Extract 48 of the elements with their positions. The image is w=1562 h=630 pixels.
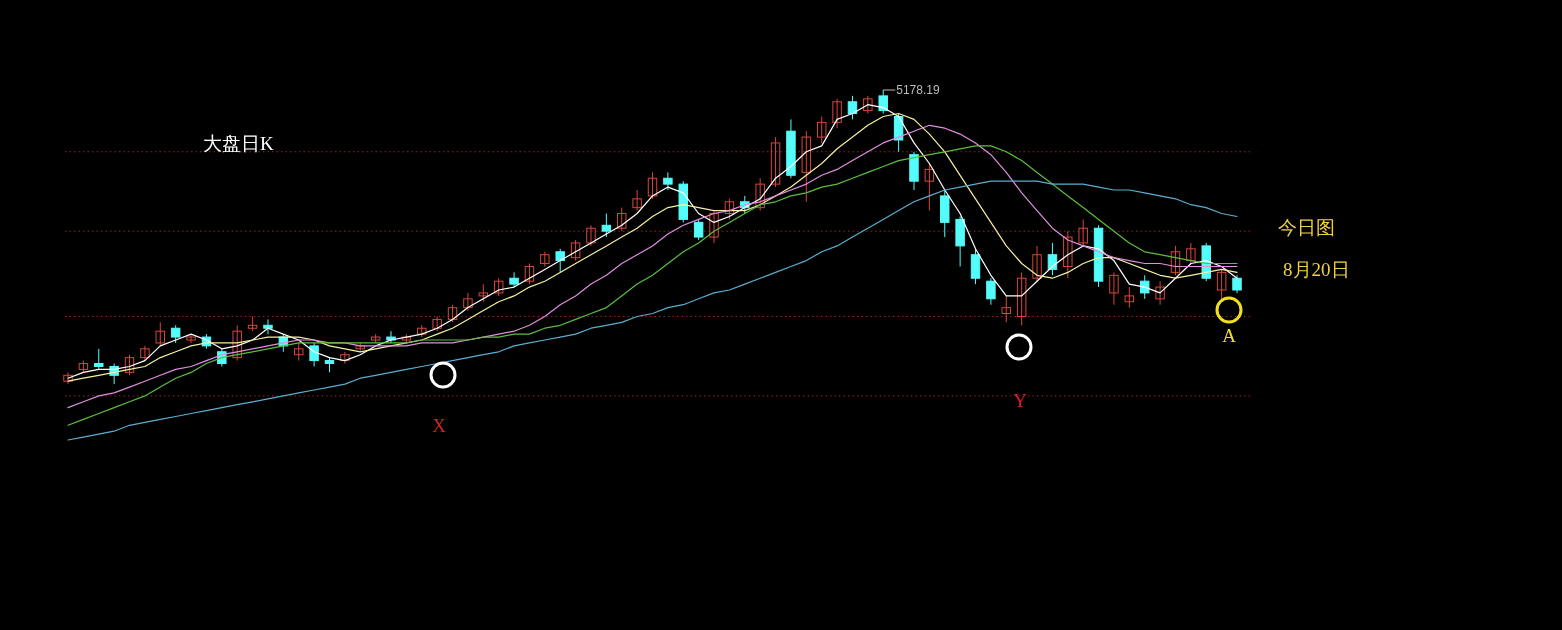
candlestick xyxy=(1078,218,1088,247)
candlestick xyxy=(263,318,273,335)
candlestick xyxy=(755,177,765,212)
annotation: A xyxy=(1222,325,1237,346)
candlestick xyxy=(155,321,166,347)
candlestick xyxy=(847,95,858,120)
text: Y xyxy=(1013,390,1028,411)
candlestick xyxy=(94,348,104,370)
candlestick xyxy=(617,207,627,232)
candlestick xyxy=(340,351,350,365)
text: 今日图 xyxy=(1278,217,1335,238)
candlestick xyxy=(1001,295,1012,323)
candlestick xyxy=(663,171,673,191)
candlestick xyxy=(1109,271,1119,306)
candlestick xyxy=(724,198,735,220)
annotation: 5178.19 xyxy=(896,83,940,97)
candlestick xyxy=(801,130,812,203)
candlestick xyxy=(1186,242,1196,265)
candlestick xyxy=(770,136,781,188)
candlestick xyxy=(632,189,642,212)
text: X xyxy=(432,415,447,436)
candlestick xyxy=(986,277,996,306)
candlestick xyxy=(1170,245,1181,276)
candlestick xyxy=(1063,230,1073,279)
candlestick xyxy=(509,271,519,288)
candlestick xyxy=(124,354,135,376)
candlestick xyxy=(232,324,242,362)
candlestick xyxy=(647,171,658,200)
candlestick xyxy=(1032,245,1042,282)
candlestick xyxy=(816,115,827,144)
candlestick xyxy=(524,263,535,285)
candlestick xyxy=(1016,271,1027,326)
candlestick xyxy=(709,210,719,244)
candlestick xyxy=(832,98,842,129)
candlestick xyxy=(63,371,73,385)
candlestick xyxy=(601,213,612,238)
candlestick xyxy=(586,224,596,247)
candlestick xyxy=(693,218,704,241)
candlestick xyxy=(140,345,150,362)
candlestick xyxy=(970,248,981,285)
candlestick xyxy=(1155,280,1165,306)
candlestick xyxy=(570,239,581,262)
candlestick xyxy=(1124,286,1135,309)
candlestick xyxy=(924,163,935,212)
candlestick xyxy=(555,248,565,273)
candlestick xyxy=(463,292,473,312)
text: 8月20日 xyxy=(1283,259,1350,280)
text: 大盘日K xyxy=(203,133,274,154)
